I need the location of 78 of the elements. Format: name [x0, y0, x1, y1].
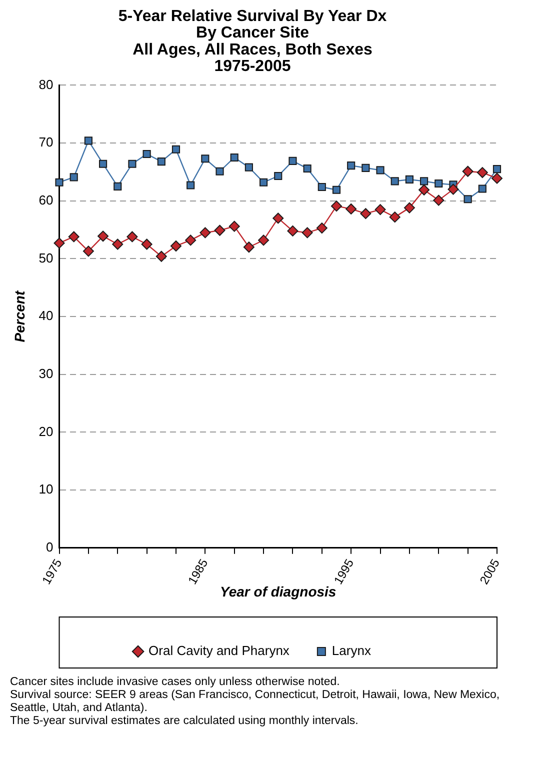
point	[346, 203, 357, 214]
y-tick-label: 60	[38, 192, 54, 208]
point	[186, 181, 195, 190]
point	[98, 230, 109, 242]
point	[112, 238, 124, 250]
point	[287, 225, 298, 236]
text: The 5-year survival estimates are calculated using monthly intervals.	[10, 715, 360, 728]
point	[84, 136, 92, 145]
point	[228, 220, 240, 232]
point	[318, 182, 326, 192]
point	[216, 167, 224, 176]
point	[200, 227, 211, 238]
point	[448, 184, 459, 195]
point	[492, 172, 502, 184]
y-tick-label: 30	[38, 366, 54, 381]
point	[332, 186, 341, 194]
point	[492, 165, 502, 174]
point	[82, 246, 94, 257]
point	[405, 175, 414, 184]
point	[55, 178, 64, 186]
point	[157, 158, 166, 166]
point	[462, 166, 474, 177]
y-tick-label: 20	[38, 424, 54, 439]
point	[303, 164, 312, 173]
point	[360, 208, 372, 220]
legend-label: Oral Cavity and Pharynx	[148, 643, 290, 658]
point	[141, 238, 152, 250]
y-tick-label: 10	[38, 482, 54, 497]
point	[244, 163, 253, 172]
point	[68, 231, 80, 242]
point	[374, 204, 386, 216]
point	[302, 227, 313, 238]
point	[128, 160, 136, 168]
text: Survival source: SEER 9 areas (San Francisco, Connecticut, Detroit, Hawaii, Iowa, New Mexico, Seattle, Utah, and Atlanta).	[10, 689, 501, 715]
y-tick-label: 80	[38, 76, 54, 92]
point	[126, 231, 138, 242]
point	[258, 234, 270, 246]
y-tick-label: 50	[38, 250, 54, 266]
point	[214, 224, 226, 236]
y-tick-label: 0	[46, 539, 54, 554]
point	[230, 153, 238, 162]
point	[172, 145, 180, 154]
point	[260, 178, 268, 186]
point	[170, 240, 182, 252]
x-axis-title: Year of diagnosis	[220, 583, 336, 600]
point	[54, 238, 65, 249]
point	[156, 250, 167, 262]
point	[389, 212, 400, 223]
point	[316, 222, 328, 234]
point	[70, 173, 78, 182]
point	[185, 234, 196, 246]
point	[404, 202, 415, 214]
point	[476, 167, 488, 178]
point	[288, 156, 297, 165]
point	[330, 200, 342, 212]
point	[390, 177, 399, 186]
chart-title: 5-Year Relative Survival By Year Dx By Cancer Site All Ages, All Races, Both Sexes 1975-2005	[118, 8, 387, 76]
legend-label: Larynx	[332, 643, 372, 658]
point	[243, 242, 254, 253]
point	[274, 172, 282, 180]
point	[464, 195, 472, 204]
y-tick-label: 40	[38, 308, 54, 324]
point	[272, 212, 284, 224]
point	[434, 179, 443, 188]
y-tick-label: 70	[38, 134, 54, 150]
point	[418, 184, 430, 196]
point	[433, 194, 444, 206]
y-axis-title: Percent	[11, 290, 28, 342]
point	[142, 150, 151, 158]
point	[362, 164, 370, 172]
point	[478, 184, 486, 193]
point	[201, 154, 210, 163]
point	[114, 182, 122, 190]
point	[420, 177, 428, 186]
point	[99, 160, 108, 168]
text: Cancer sites include invasive cases only unless otherwise noted.	[10, 676, 341, 689]
point	[347, 162, 356, 170]
point	[376, 166, 384, 174]
